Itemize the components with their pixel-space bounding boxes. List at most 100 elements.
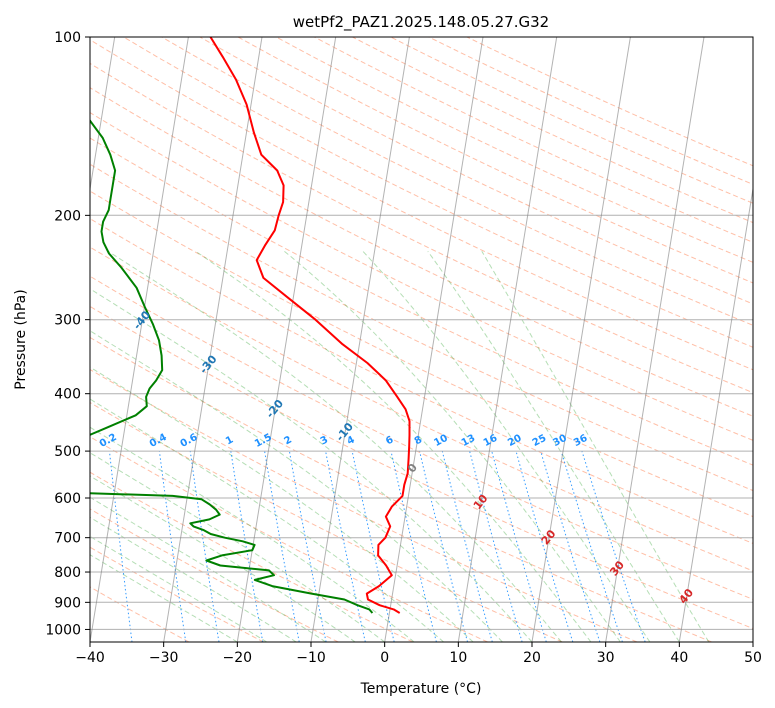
x-tick-label: 10	[449, 650, 467, 666]
mixing-ratio-label: 0.4	[148, 432, 169, 450]
isotherm	[90, 37, 189, 642]
dry-adiabat	[90, 508, 339, 642]
mixing-ratio-line	[288, 451, 327, 642]
dry-adiabats	[90, 37, 753, 642]
mixing-ratio-line	[390, 450, 437, 642]
temperature-profile	[209, 37, 411, 614]
x-tick-label: −10	[296, 650, 326, 666]
mixing-ratio-line	[441, 450, 493, 642]
mixing-ratio-line	[108, 451, 133, 642]
mixing-ratio-label: 3	[319, 434, 330, 447]
moist-adiabat	[107, 250, 562, 642]
isotherm	[90, 37, 116, 192]
mixing-ratio-label: 10	[432, 433, 449, 449]
dry-adiabat	[90, 87, 753, 417]
mixing-ratio-line	[158, 451, 187, 642]
mixing-ratio-label: 4	[345, 434, 356, 447]
y-axis-label: Pressure (hPa)	[13, 289, 29, 389]
mixing-ratio-line	[560, 450, 623, 642]
dry-adiabat	[90, 305, 753, 630]
x-tick-label: −40	[75, 650, 105, 666]
mixing-ratio-line	[469, 450, 523, 642]
dry-adiabat	[314, 37, 753, 243]
isotherm	[384, 37, 484, 642]
isotherm	[678, 185, 753, 642]
moist-adiabat	[90, 475, 356, 642]
mixing-ratio-label: 6	[384, 434, 395, 447]
y-tick-label: 200	[54, 208, 81, 224]
moist-adiabat	[90, 366, 474, 642]
y-tick-label: 700	[54, 531, 81, 547]
dry-adiabat	[90, 336, 712, 642]
dry-adiabat	[90, 275, 753, 600]
mixing-ratio-line	[419, 450, 468, 642]
dry-adiabat	[90, 401, 563, 642]
isotherm-label: 10	[471, 492, 491, 512]
mixing-ratio-label: 36	[572, 433, 589, 449]
isotherm-label: -30	[197, 353, 220, 377]
isotherm	[236, 37, 337, 642]
y-tick-label: 800	[54, 565, 81, 581]
dry-adiabat	[390, 37, 753, 204]
y-tick-label: 1000	[45, 622, 81, 638]
moist-adiabat	[90, 554, 238, 642]
dry-adiabat	[90, 137, 753, 466]
dry-adiabat	[90, 163, 753, 492]
mixing-ratio-label: 16	[482, 433, 499, 449]
isotherms	[90, 37, 753, 642]
moist-adiabat	[90, 288, 533, 642]
dry-adiabat	[428, 37, 753, 185]
y-tick-label: 100	[54, 30, 81, 46]
dry-adiabat	[90, 546, 264, 642]
dry-adiabat	[90, 190, 753, 518]
mixing-ratio-line	[540, 450, 601, 642]
moist-adiabat	[481, 251, 710, 642]
isotherm	[605, 37, 705, 642]
y-tick-label: 600	[54, 491, 81, 507]
isotherm-label: 30	[607, 558, 627, 578]
dry-adiabat	[275, 37, 753, 263]
axes: −40 −30 −20 −10 0 10 20 30 40 5010020030040050060…	[45, 30, 762, 666]
mixing-ratio-line	[515, 450, 574, 642]
mixing-ratio-label: 0.6	[179, 432, 200, 450]
y-tick-label: 900	[54, 595, 81, 611]
mixing-ratio-line	[581, 450, 646, 642]
x-tick-label: 50	[744, 650, 762, 666]
in-plot-labels: 0.10.20.40.611.52346810131620253036-100-…	[0, 219, 697, 606]
y-tick-label: 300	[54, 313, 81, 329]
pressure-gridlines	[90, 37, 753, 630]
mixing-ratio-line	[264, 451, 300, 642]
mixing-ratio-label: 20	[506, 433, 523, 449]
moist-adiabats	[90, 250, 710, 642]
dry-adiabat	[90, 112, 753, 441]
dry-adiabat	[123, 37, 753, 348]
moist-adiabat	[90, 426, 415, 642]
y-tick-label: 500	[54, 444, 81, 460]
isotherm	[310, 37, 410, 642]
isotherm-label: 20	[539, 527, 559, 547]
chart-title: wetPf2_PAZ1.2025.148.05.27.G32	[293, 13, 549, 32]
mixing-ratio-label: 2	[283, 434, 294, 447]
isotherm-label: -20	[264, 397, 287, 421]
mixing-ratio-line	[325, 451, 366, 642]
mixing-ratio-label: 30	[551, 433, 568, 449]
sounding-profiles	[90, 37, 411, 614]
dry-adiabat	[90, 471, 414, 642]
isotherm-label: -60	[0, 219, 21, 243]
y-tick-label: 400	[54, 387, 81, 403]
x-tick-label: −20	[223, 650, 253, 666]
dry-adiabat	[90, 39, 753, 371]
moist-adiabat	[90, 452, 385, 642]
moist-adiabat	[90, 398, 444, 642]
x-tick-label: 20	[523, 650, 541, 666]
dry-adiabat	[352, 37, 753, 224]
x-axis-label: Temperature (°C)	[360, 681, 482, 697]
dry-adiabat	[466, 37, 753, 167]
mixing-ratio-line	[189, 451, 220, 642]
moist-adiabat	[427, 251, 680, 642]
dewpoint-profile	[90, 118, 374, 614]
isotherm-label: -50	[64, 264, 87, 288]
isotherm	[163, 37, 263, 642]
moist-adiabat	[90, 330, 503, 642]
